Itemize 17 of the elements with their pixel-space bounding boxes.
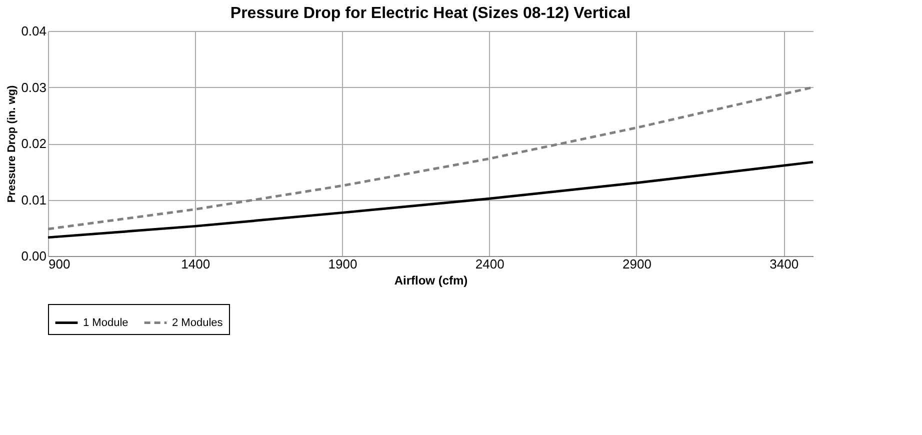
y-tick-label: 0.00 [21,248,46,264]
legend-label: 1 Module [83,316,128,329]
x-tick-label: 2900 [622,256,652,272]
chart-title: Pressure Drop for Electric Heat (Sizes 08-12) Vertical [230,5,631,22]
x-tick-label: 1400 [181,256,210,272]
y-tick-label: 0.02 [21,136,46,151]
x-tick-label: 2400 [475,256,504,272]
x-tick-label: 3400 [770,256,799,272]
y-tick-label: 0.04 [21,24,46,38]
x-tick-label: 1900 [328,256,358,272]
line-series [46,160,814,239]
x-axis-title: Airflow (cfm) [394,274,468,288]
y-tick-label: 0.01 [21,192,46,208]
x-tick-label: 900 [48,256,70,272]
y-tick-label: 0.03 [21,80,46,95]
legend-label: 2 Modules [172,316,224,329]
y-axis-title: Pressure Drop (in. wg) [6,84,18,203]
